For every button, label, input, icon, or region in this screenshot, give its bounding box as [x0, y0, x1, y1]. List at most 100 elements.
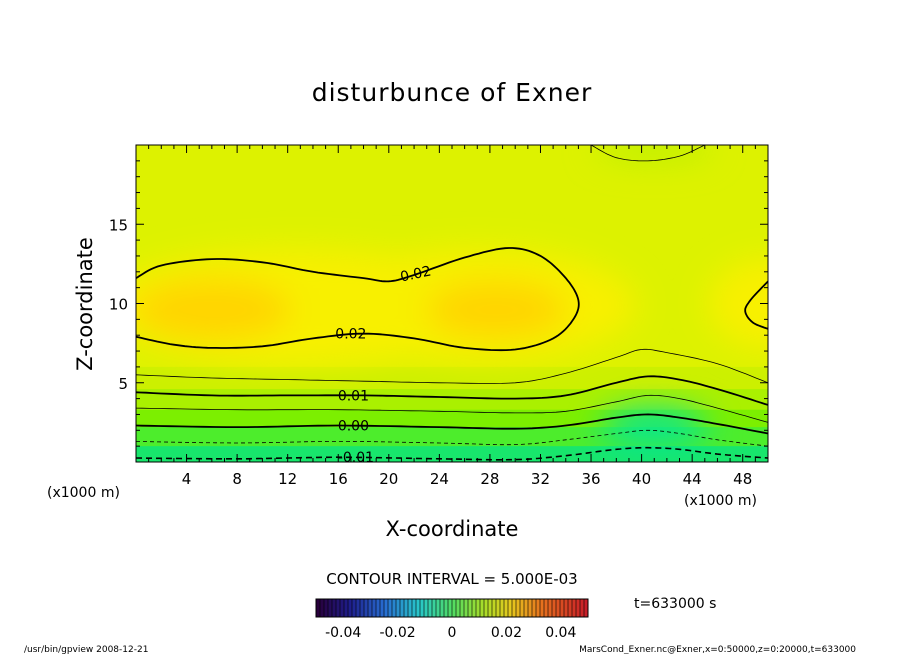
- colorbar-cell: [456, 599, 461, 617]
- contour-label: 0.01: [338, 388, 369, 404]
- colorbar-cell: [488, 599, 493, 617]
- contour-label: -0.01: [338, 450, 374, 466]
- y-axis-units: (x1000 m): [47, 485, 120, 501]
- contour-label: 0.00: [338, 419, 369, 435]
- colorbar-cell: [576, 599, 581, 617]
- colorbar-cell: [352, 599, 357, 617]
- contour-line: [744, 280, 768, 330]
- contour-line: [136, 394, 768, 423]
- colorbar-cell: [412, 599, 417, 617]
- colorbar-cell: [544, 599, 549, 617]
- colorbar-tick-label: -0.04: [325, 625, 361, 641]
- colorbar-cell: [404, 599, 409, 617]
- colorbar-cell: [320, 599, 325, 617]
- colorbar-cell: [440, 599, 445, 617]
- colorbar-cell: [528, 599, 533, 617]
- colorbar-cell: [548, 599, 553, 617]
- colorbar-cell: [364, 599, 369, 617]
- contour-label: 0.02: [335, 327, 366, 343]
- fill-blob: [594, 145, 715, 163]
- colorbar-cell: [536, 599, 541, 617]
- colorbar-cell: [584, 599, 589, 617]
- colorbar-cell: [436, 599, 441, 617]
- colorbar-cell: [556, 599, 561, 617]
- x-tick-label: 16: [329, 470, 348, 488]
- colorbar-cell: [392, 599, 397, 617]
- colorbar-cell: [396, 599, 401, 617]
- colorbar-cell: [416, 599, 421, 617]
- x-tick-label: 20: [379, 470, 398, 488]
- colorbar-cell: [500, 599, 505, 617]
- footer-left: /usr/bin/gpview 2008-12-21: [24, 645, 148, 654]
- contour-line: [136, 348, 768, 384]
- colorbar-cell: [336, 599, 341, 617]
- colorbar-tick-label: -0.02: [379, 625, 415, 641]
- colorbar-cell: [492, 599, 497, 617]
- colorbar-cell: [420, 599, 425, 617]
- colorbar: [315, 599, 589, 617]
- y-axis-label: Z-coordinate: [73, 237, 97, 371]
- colorbar-cell: [480, 599, 485, 617]
- footer-right: MarsCond_Exner.nc@Exner,x=0:50000,z=0:20…: [579, 645, 856, 654]
- colorbar-cell: [400, 599, 405, 617]
- colorbar-cell: [408, 599, 413, 617]
- x-axis-units: (x1000 m): [684, 493, 757, 509]
- colorbar-cell: [332, 599, 337, 617]
- colorbar-cell: [564, 599, 569, 617]
- colorbar-cell: [532, 599, 537, 617]
- contour-line: [136, 446, 768, 461]
- y-tick-label: 15: [109, 216, 128, 234]
- colorbar-cell: [476, 599, 481, 617]
- colorbar-cell: [464, 599, 469, 617]
- fill-highs: [136, 145, 768, 446]
- colorbar-cell: [324, 599, 329, 617]
- colorbar-cell: [356, 599, 361, 617]
- colorbar-cell: [552, 599, 557, 617]
- x-tick-label: 8: [232, 470, 242, 488]
- colorbar-cell: [388, 599, 393, 617]
- colorbar-cell: [452, 599, 457, 617]
- colorbar-tick-labels: -0.04 -0.02 0 0.02 0.04: [325, 625, 576, 641]
- colorbar-cell: [508, 599, 513, 617]
- colorbar-cell: [568, 599, 573, 617]
- colorbar-cell: [368, 599, 373, 617]
- colorbar-cell: [444, 599, 449, 617]
- colorbar-cell: [468, 599, 473, 617]
- colorbar-cell: [340, 599, 345, 617]
- contour-fill-field: [136, 145, 768, 462]
- colorbar-tick-label: 0.02: [491, 625, 522, 641]
- colorbar-cell: [472, 599, 477, 617]
- x-tick-label: 32: [531, 470, 550, 488]
- contour-line: [590, 145, 705, 162]
- x-axis-label: X-coordinate: [386, 517, 519, 541]
- y-tick-labels: 5 10 15: [109, 216, 128, 393]
- colorbar-cell: [316, 599, 321, 617]
- x-tick-label: 36: [581, 470, 600, 488]
- x-tick-label: 12: [278, 470, 297, 488]
- colorbar-cell: [572, 599, 577, 617]
- contour-line: [136, 429, 768, 447]
- contour-line: [136, 247, 580, 352]
- x-tick-label: 48: [733, 470, 752, 488]
- colorbar-cell: [496, 599, 501, 617]
- colorbar-cell: [484, 599, 489, 617]
- colorbar-cell: [344, 599, 349, 617]
- colorbar-frame: [315, 598, 589, 618]
- chart-title: disturbunce of Exner: [312, 78, 593, 107]
- colorbar-cell: [432, 599, 437, 617]
- x-tick-label: 24: [430, 470, 449, 488]
- fill-blob: [136, 279, 292, 340]
- colorbar-cell: [512, 599, 517, 617]
- fill-blob: [426, 281, 567, 338]
- colorbar-cell: [524, 599, 529, 617]
- colorbar-cell: [504, 599, 509, 617]
- x-tick-label: 40: [632, 470, 651, 488]
- contour-interval-label: CONTOUR INTERVAL = 5.000E-03: [326, 570, 577, 588]
- colorbar-cell: [520, 599, 525, 617]
- colorbar-cell: [560, 599, 565, 617]
- colorbar-tick-label: 0: [448, 625, 457, 641]
- colorbar-cell: [328, 599, 333, 617]
- colorbar-cell: [516, 599, 521, 617]
- x-tick-label: 4: [182, 470, 192, 488]
